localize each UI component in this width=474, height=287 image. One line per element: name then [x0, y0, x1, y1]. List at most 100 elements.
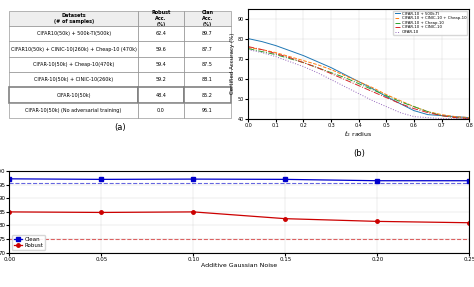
Line: CIFAR-10 + CINIC-10 + Cheap-10: CIFAR-10 + CINIC-10 + Cheap-10 [248, 48, 469, 118]
CIFAR-10 + 500k-TI [246, 37, 251, 40]
CIFAR-10 + Cheap-10 [425, 110, 431, 113]
CIFAR-10 [342, 85, 348, 88]
CIFAR-10 + CINIC-10 [411, 107, 417, 110]
CIFAR-10 + CINIC-10 [356, 84, 362, 87]
CIFAR-10 + 500k-TI [259, 40, 265, 43]
CIFAR-10 [411, 115, 417, 118]
CIFAR-10 + CINIC-10 + Cheap-10 [439, 113, 445, 116]
CIFAR-10 + CINIC-10 [425, 111, 431, 114]
CIFAR-10 + CINIC-10 [342, 78, 348, 81]
Line: Robust: Robust [8, 210, 471, 224]
CIFAR-10 + CINIC-10 [370, 90, 375, 93]
CIFAR-10 + 500k-TI [439, 114, 445, 117]
CIFAR-10 + CINIC-10 + Cheap-10 [411, 105, 417, 108]
CIFAR-10 + Cheap-10 [301, 61, 306, 64]
CIFAR-10 + CINIC-10 + Cheap-10 [370, 86, 375, 89]
CIFAR-10 + Cheap-10 [342, 76, 348, 79]
CIFAR-10 + CINIC-10 [273, 52, 279, 55]
CIFAR-10 + CINIC-10 [287, 56, 292, 59]
CIFAR-10 + 500k-TI [411, 109, 417, 112]
Clean [99, 178, 104, 181]
CIFAR-10 + CINIC-10 [301, 61, 306, 64]
CIFAR-10 + Cheap-10 [383, 94, 389, 97]
Clean [283, 178, 288, 181]
CIFAR-10 + CINIC-10 + Cheap-10 [397, 99, 403, 102]
CIFAR-10 + Cheap-10 [356, 82, 362, 85]
CIFAR-10 [328, 78, 334, 81]
CIFAR-10 + CINIC-10 [246, 45, 251, 48]
Robust [99, 211, 104, 214]
Legend: Clean, Robust: Clean, Robust [12, 235, 45, 250]
X-axis label: $\ell_2$ radius: $\ell_2$ radius [345, 129, 373, 139]
CIFAR-10 [356, 92, 362, 95]
CIFAR-10 + CINIC-10 + Cheap-10 [342, 74, 348, 77]
CIFAR-10 + Cheap-10 [259, 50, 265, 53]
CIFAR-10 + CINIC-10 [383, 96, 389, 99]
Line: CIFAR-10 + Cheap-10: CIFAR-10 + Cheap-10 [248, 49, 469, 119]
CIFAR-10 + CINIC-10 + Cheap-10 [383, 93, 389, 96]
CIFAR-10 + Cheap-10 [328, 71, 334, 74]
CIFAR-10 + 500k-TI [383, 95, 389, 98]
Line: CIFAR-10 + CINIC-10: CIFAR-10 + CINIC-10 [248, 46, 469, 119]
CIFAR-10 + CINIC-10 + Cheap-10 [453, 115, 458, 118]
CIFAR-10 + Cheap-10 [246, 47, 251, 50]
Line: CIFAR-10 + 500k-TI: CIFAR-10 + 500k-TI [248, 39, 469, 118]
CIFAR-10 [425, 116, 431, 119]
CIFAR-10 + CINIC-10 + Cheap-10 [425, 110, 431, 113]
CIFAR-10 + CINIC-10 [328, 72, 334, 75]
CIFAR-10 [259, 51, 265, 54]
CIFAR-10 + 500k-TI [356, 80, 362, 83]
CIFAR-10 + CINIC-10 + Cheap-10 [273, 51, 279, 54]
CIFAR-10 + Cheap-10 [314, 66, 320, 69]
CIFAR-10 + 500k-TI [314, 60, 320, 63]
CIFAR-10 [383, 105, 389, 108]
CIFAR-10 [287, 60, 292, 63]
Line: Clean: Clean [8, 177, 471, 183]
CIFAR-10 + CINIC-10 [259, 48, 265, 51]
Clean [374, 179, 380, 183]
CIFAR-10 [370, 99, 375, 102]
CIFAR-10 + 500k-TI [453, 115, 458, 118]
Clean [7, 177, 12, 181]
CIFAR-10 [453, 117, 458, 120]
CIFAR-10 + 500k-TI [342, 73, 348, 76]
CIFAR-10 + Cheap-10 [273, 53, 279, 56]
Line: CIFAR-10: CIFAR-10 [248, 50, 469, 119]
CIFAR-10 + CINIC-10 [439, 114, 445, 117]
CIFAR-10 + CINIC-10 + Cheap-10 [259, 48, 265, 51]
CIFAR-10 + CINIC-10 + Cheap-10 [328, 68, 334, 71]
Text: (a): (a) [114, 123, 126, 132]
CIFAR-10 + Cheap-10 [370, 88, 375, 91]
Robust [7, 210, 12, 214]
Clean [466, 179, 472, 183]
Robust [374, 220, 380, 223]
CIFAR-10 + CINIC-10 [453, 116, 458, 119]
CIFAR-10 [466, 117, 472, 120]
CIFAR-10 + Cheap-10 [287, 57, 292, 60]
Text: (b): (b) [353, 150, 365, 158]
CIFAR-10 + Cheap-10 [397, 100, 403, 103]
CIFAR-10 + 500k-TI [397, 102, 403, 105]
CIFAR-10 + CINIC-10 [314, 66, 320, 69]
CIFAR-10 + CINIC-10 + Cheap-10 [356, 80, 362, 83]
CIFAR-10 + 500k-TI [273, 44, 279, 47]
CIFAR-10 [246, 48, 251, 51]
CIFAR-10 + Cheap-10 [439, 114, 445, 117]
Robust [283, 217, 288, 220]
Legend: CIFAR-10 + 500k-TI, CIFAR-10 + CINIC-10 + Cheap-10, CIFAR-10 + Cheap-10, CIFAR-1: CIFAR-10 + 500k-TI, CIFAR-10 + CINIC-10 … [393, 11, 467, 35]
CIFAR-10 + 500k-TI [287, 49, 292, 52]
CIFAR-10 [397, 111, 403, 114]
CIFAR-10 + CINIC-10 + Cheap-10 [287, 55, 292, 58]
CIFAR-10 + CINIC-10 + Cheap-10 [466, 116, 472, 119]
CIFAR-10 [439, 117, 445, 120]
Robust [466, 221, 472, 224]
Clean [191, 177, 196, 181]
CIFAR-10 + CINIC-10 [466, 117, 472, 120]
CIFAR-10 + CINIC-10 + Cheap-10 [246, 46, 251, 49]
Robust [191, 210, 196, 214]
CIFAR-10 + 500k-TI [370, 87, 375, 90]
CIFAR-10 + 500k-TI [425, 113, 431, 116]
CIFAR-10 + Cheap-10 [466, 117, 472, 120]
CIFAR-10 + Cheap-10 [411, 105, 417, 108]
CIFAR-10 + 500k-TI [328, 66, 334, 69]
